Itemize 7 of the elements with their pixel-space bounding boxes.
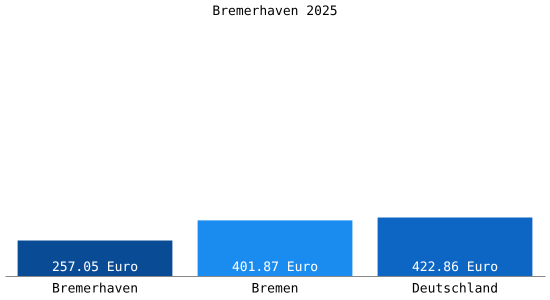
x-tick-label: Bremerhaven <box>52 282 138 296</box>
x-tick-label: Deutschland <box>412 282 498 296</box>
chart-title: Bremerhaven 2025 <box>212 4 338 19</box>
data-label: 257.05 Euro <box>52 260 138 275</box>
x-tick-label: Bremen <box>252 282 298 296</box>
data-label: 401.87 Euro <box>232 260 318 275</box>
data-label: 422.86 Euro <box>412 260 498 275</box>
